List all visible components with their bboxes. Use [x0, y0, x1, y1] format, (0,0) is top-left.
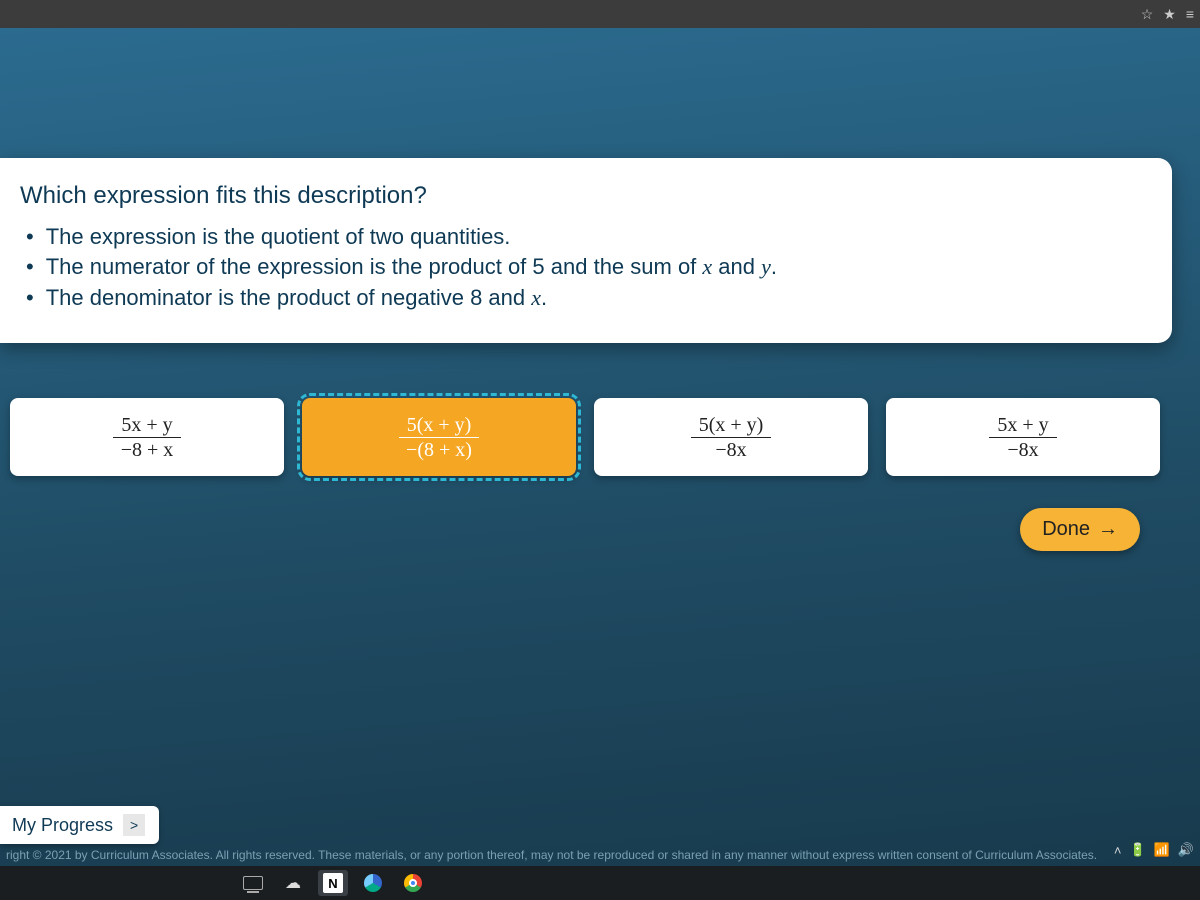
denominator: −8 + x: [113, 438, 182, 461]
numerator: 5(x + y): [399, 414, 480, 438]
bullet-item: The expression is the quotient of two qu…: [26, 224, 1142, 250]
tray-caret-icon[interactable]: ˄: [1114, 843, 1122, 858]
denominator: −8x: [707, 438, 754, 461]
extension-star-icon[interactable]: ★: [1163, 7, 1176, 21]
numerator: 5x + y: [989, 414, 1056, 438]
taskbar: ☁ N: [0, 866, 1200, 900]
my-progress-label: My Progress: [12, 815, 113, 836]
question-card: Which expression fits this description? …: [0, 158, 1172, 343]
wifi-icon[interactable]: 📶: [1154, 842, 1170, 858]
fraction: 5x + y −8x: [989, 414, 1056, 461]
fraction: 5x + y −8 + x: [113, 414, 182, 461]
numerator: 5(x + y): [691, 414, 772, 438]
question-title: Which expression fits this description?: [20, 182, 1142, 210]
bullet-item: The numerator of the expression is the p…: [26, 254, 1142, 280]
battery-icon[interactable]: 🔋: [1129, 842, 1145, 858]
option-3[interactable]: 5(x + y) −8x: [594, 398, 868, 476]
denominator: −(8 + x): [398, 438, 480, 461]
done-button[interactable]: Done →: [1020, 508, 1140, 551]
denominator: −8x: [999, 438, 1046, 461]
fraction: 5(x + y) −(8 + x): [398, 414, 480, 461]
option-4[interactable]: 5x + y −8x: [886, 398, 1160, 476]
bullet-item: The denominator is the product of negati…: [26, 285, 1142, 311]
cloud-icon[interactable]: ☁: [278, 870, 308, 896]
options-row: 5x + y −8 + x 5(x + y) −(8 + x) 5(x + y)…: [10, 398, 1160, 476]
my-progress-button[interactable]: My Progress >: [0, 806, 159, 844]
option-2[interactable]: 5(x + y) −(8 + x): [302, 398, 576, 476]
bookmark-star-outline-icon[interactable]: ☆: [1141, 7, 1154, 21]
edge-icon[interactable]: [358, 870, 388, 896]
numerator: 5x + y: [113, 414, 180, 438]
notion-icon[interactable]: N: [318, 870, 348, 896]
done-label: Done: [1042, 518, 1090, 541]
fraction: 5(x + y) −8x: [691, 414, 772, 461]
menu-icon[interactable]: ≡: [1186, 7, 1194, 21]
copyright-text: right © 2021 by Curriculum Associates. A…: [0, 846, 1200, 864]
option-1[interactable]: 5x + y −8 + x: [10, 398, 284, 476]
chrome-icon[interactable]: [398, 870, 428, 896]
task-view-icon[interactable]: [238, 870, 268, 896]
browser-chrome: ☆ ★ ≡: [0, 0, 1200, 28]
question-bullets: The expression is the quotient of two qu…: [20, 224, 1142, 311]
chevron-right-icon: >: [123, 814, 145, 836]
system-tray: ˄ 🔋 📶 🔊: [1114, 842, 1194, 858]
workspace: Which expression fits this description? …: [0, 28, 1200, 866]
volume-icon[interactable]: 🔊: [1178, 842, 1194, 858]
arrow-right-icon: →: [1098, 518, 1118, 541]
